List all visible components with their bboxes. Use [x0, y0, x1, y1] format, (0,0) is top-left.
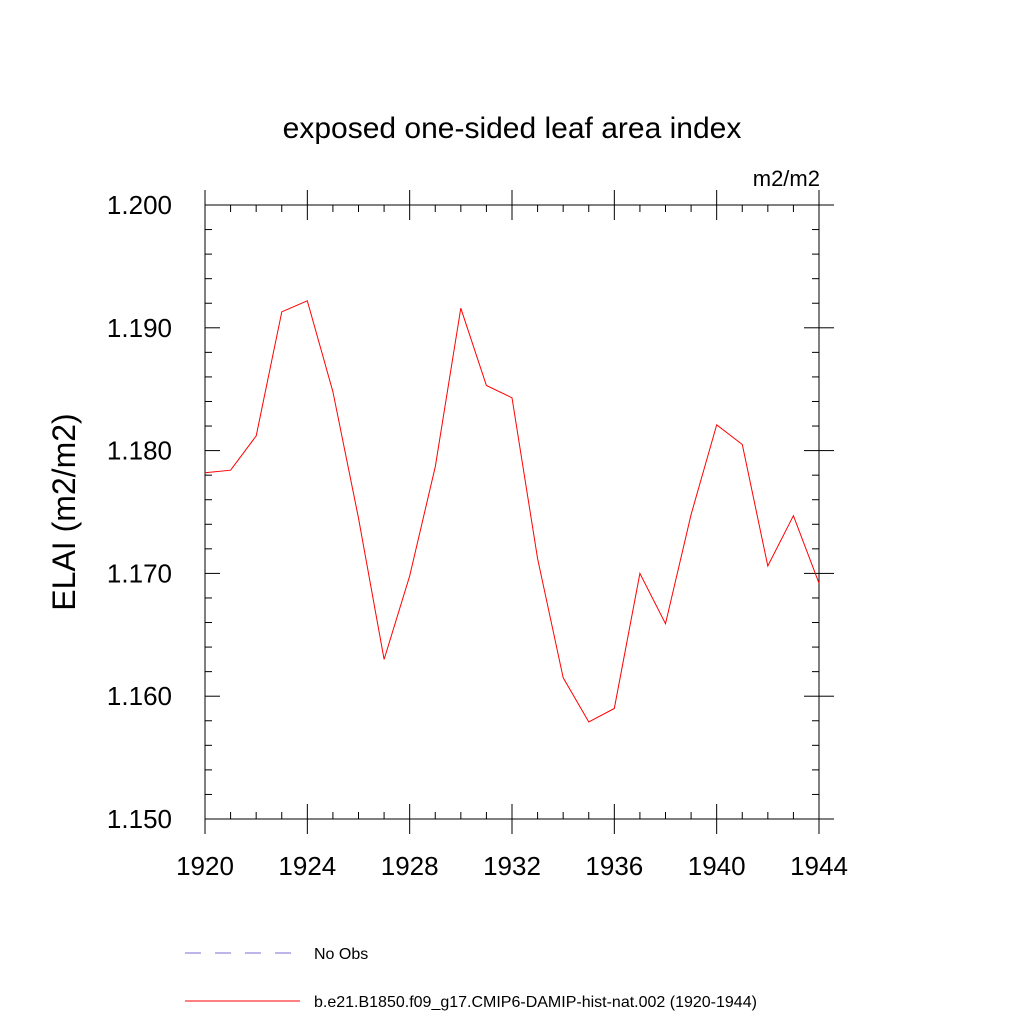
- x-tick-label: 1932: [483, 851, 541, 881]
- units-label: m2/m2: [753, 166, 820, 191]
- y-ticks: [205, 204, 834, 820]
- chart-title: exposed one-sided leaf area index: [283, 112, 742, 145]
- y-tick-label: 1.200: [107, 190, 172, 220]
- y-tick-label: 1.170: [107, 558, 172, 588]
- y-tick-label: 1.160: [107, 681, 172, 711]
- y-axis-label: ELAI (m2/m2): [46, 413, 82, 610]
- x-tick-label: 1920: [176, 851, 234, 881]
- x-tick-label: 1940: [688, 851, 746, 881]
- x-tick-label: 1944: [790, 851, 848, 881]
- legend: No Obs b.e21.B1850.f09_g17.CMIP6-DAMIP-h…: [185, 946, 757, 1011]
- legend-model-label: b.e21.B1850.f09_g17.CMIP6-DAMIP-hist-nat…: [314, 994, 757, 1011]
- y-tick-label: 1.150: [107, 804, 172, 834]
- plot-frame: [204, 204, 820, 820]
- series-lines: [204, 300, 820, 723]
- x-tick-label: 1936: [585, 851, 643, 881]
- x-tick-labels: 1920 1924 1928 1932 1936 1940 1944: [176, 851, 848, 881]
- y-tick-labels: 1.150 1.160 1.170 1.180 1.190 1.200: [107, 190, 172, 834]
- y-tick-label: 1.190: [107, 313, 172, 343]
- legend-no-obs-label: No Obs: [314, 946, 368, 963]
- y-tick-label: 1.180: [107, 436, 172, 466]
- x-ticks: [204, 190, 820, 834]
- x-tick-label: 1928: [381, 851, 439, 881]
- x-tick-label: 1924: [278, 851, 336, 881]
- series-line: [204, 300, 820, 723]
